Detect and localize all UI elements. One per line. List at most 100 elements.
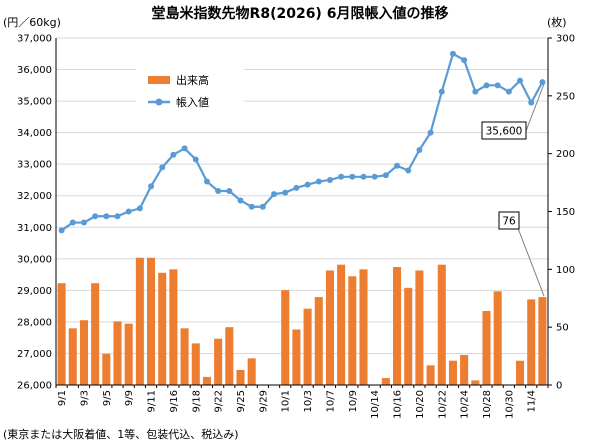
price-point bbox=[483, 82, 490, 89]
price-point bbox=[539, 79, 546, 86]
price-point bbox=[449, 50, 456, 57]
volume-callout-label: 76 bbox=[502, 216, 516, 228]
x-tick-label: 9/5 bbox=[102, 390, 113, 406]
price-point bbox=[215, 187, 222, 194]
x-tick-label: 9/16 bbox=[169, 390, 180, 412]
x-tick-label: 10/7 bbox=[325, 390, 336, 412]
volume-bar bbox=[68, 328, 77, 385]
x-tick-label: 10/22 bbox=[437, 390, 448, 419]
volume-callout-leader bbox=[515, 222, 545, 297]
left-tick-label: 37,000 bbox=[17, 34, 52, 45]
legend-bar-swatch bbox=[148, 76, 170, 84]
x-tick-label: 9/11 bbox=[147, 390, 158, 412]
left-tick-label: 32,000 bbox=[17, 191, 52, 202]
volume-bar bbox=[325, 270, 334, 385]
volume-bar bbox=[460, 354, 469, 385]
left-tick-label: 36,000 bbox=[17, 65, 52, 76]
x-tick-label: 9/22 bbox=[214, 390, 225, 412]
price-point bbox=[405, 167, 412, 174]
price-point bbox=[494, 82, 501, 89]
volume-bar bbox=[236, 369, 245, 385]
volume-bar bbox=[337, 264, 346, 385]
volume-bar bbox=[91, 283, 100, 385]
price-point bbox=[394, 162, 401, 169]
footnote: (東京または大阪着値、1等、包装代込、税込み) bbox=[3, 427, 239, 441]
price-callout-leader bbox=[525, 83, 545, 132]
legend-line-label: 帳入値 bbox=[176, 95, 209, 109]
price-point bbox=[148, 183, 155, 190]
volume-bar bbox=[57, 283, 66, 385]
x-tick-label: 9/1 bbox=[57, 390, 68, 406]
volume-bar bbox=[169, 269, 178, 385]
price-point bbox=[92, 213, 99, 220]
volume-bar bbox=[147, 257, 156, 385]
right-axis-ticks: 0 50 100 150 200 250 300 bbox=[548, 34, 575, 392]
price-point bbox=[505, 88, 512, 95]
x-tick-label: 10/28 bbox=[482, 390, 493, 419]
volume-bar bbox=[393, 267, 402, 385]
price-point bbox=[170, 151, 177, 158]
right-tick-label: 250 bbox=[556, 91, 575, 102]
price-point bbox=[528, 99, 535, 106]
price-point bbox=[259, 203, 266, 210]
volume-bar bbox=[225, 327, 234, 385]
price-point bbox=[103, 213, 110, 220]
right-tick-label: 100 bbox=[556, 265, 575, 276]
x-tick-label: 10/9 bbox=[348, 390, 359, 412]
left-tick-label: 26,000 bbox=[17, 381, 52, 392]
price-point bbox=[461, 57, 468, 64]
price-point bbox=[125, 208, 132, 215]
price-point bbox=[416, 146, 423, 153]
volume-bar bbox=[158, 272, 167, 385]
price-point bbox=[517, 77, 524, 84]
volume-bar bbox=[102, 353, 111, 385]
volume-bar bbox=[214, 338, 223, 385]
x-tick-label: 10/3 bbox=[303, 390, 314, 412]
price-point bbox=[371, 173, 378, 180]
volume-bar bbox=[348, 276, 357, 385]
price-point bbox=[203, 178, 210, 185]
price-point bbox=[326, 176, 333, 183]
volume-bar bbox=[124, 323, 133, 385]
left-tick-label: 27,000 bbox=[17, 349, 52, 360]
price-point bbox=[282, 189, 289, 196]
volume-bar bbox=[314, 297, 323, 385]
volume-bar bbox=[191, 343, 200, 385]
volume-bar bbox=[527, 299, 536, 385]
x-tick-label: 10/14 bbox=[370, 390, 381, 419]
price-point bbox=[248, 203, 255, 210]
legend-line-marker bbox=[155, 98, 163, 106]
price-point bbox=[114, 213, 121, 220]
volume-bar bbox=[281, 290, 290, 385]
price-point bbox=[427, 129, 434, 136]
price-point bbox=[192, 156, 199, 163]
x-axis-ticks: 9/1 9/3 9/5 9/9 9/11 9/16 9/18 9/22 9/25 9/29 10/1… bbox=[55, 385, 549, 419]
right-tick-label: 0 bbox=[556, 381, 562, 392]
x-tick-label: 9/25 bbox=[236, 390, 247, 412]
left-tick-label: 31,000 bbox=[17, 223, 52, 234]
x-tick-label: 9/18 bbox=[191, 390, 202, 412]
left-axis-ticks: 26,000 27,000 28,000 29,000 30,000 31,000 32,0… bbox=[17, 34, 52, 392]
price-point bbox=[181, 145, 188, 152]
price-point bbox=[136, 205, 143, 212]
left-tick-label: 35,000 bbox=[17, 97, 52, 108]
legend: 出来高 帳入値 bbox=[136, 64, 244, 116]
x-tick-label: 10/20 bbox=[415, 390, 426, 419]
price-point bbox=[226, 187, 233, 194]
right-axis-unit: (枚) bbox=[547, 15, 567, 29]
price-callout: 35,600 bbox=[481, 83, 545, 140]
left-tick-label: 28,000 bbox=[17, 317, 52, 328]
right-tick-label: 200 bbox=[556, 149, 575, 160]
volume-bar bbox=[202, 376, 211, 385]
volume-bar bbox=[437, 264, 446, 385]
price-point bbox=[382, 172, 389, 179]
x-tick-label: 11/4 bbox=[527, 390, 538, 412]
legend-bar-label: 出来高 bbox=[176, 73, 209, 87]
volume-bar bbox=[381, 378, 390, 385]
volume-bar bbox=[180, 328, 189, 385]
x-tick-label: 9/29 bbox=[258, 390, 269, 412]
chart-title: 堂島米指数先物R8(2026) 6月限帳入値の推移 bbox=[152, 5, 449, 22]
left-tick-label: 33,000 bbox=[17, 160, 52, 171]
price-line-series bbox=[58, 50, 546, 234]
